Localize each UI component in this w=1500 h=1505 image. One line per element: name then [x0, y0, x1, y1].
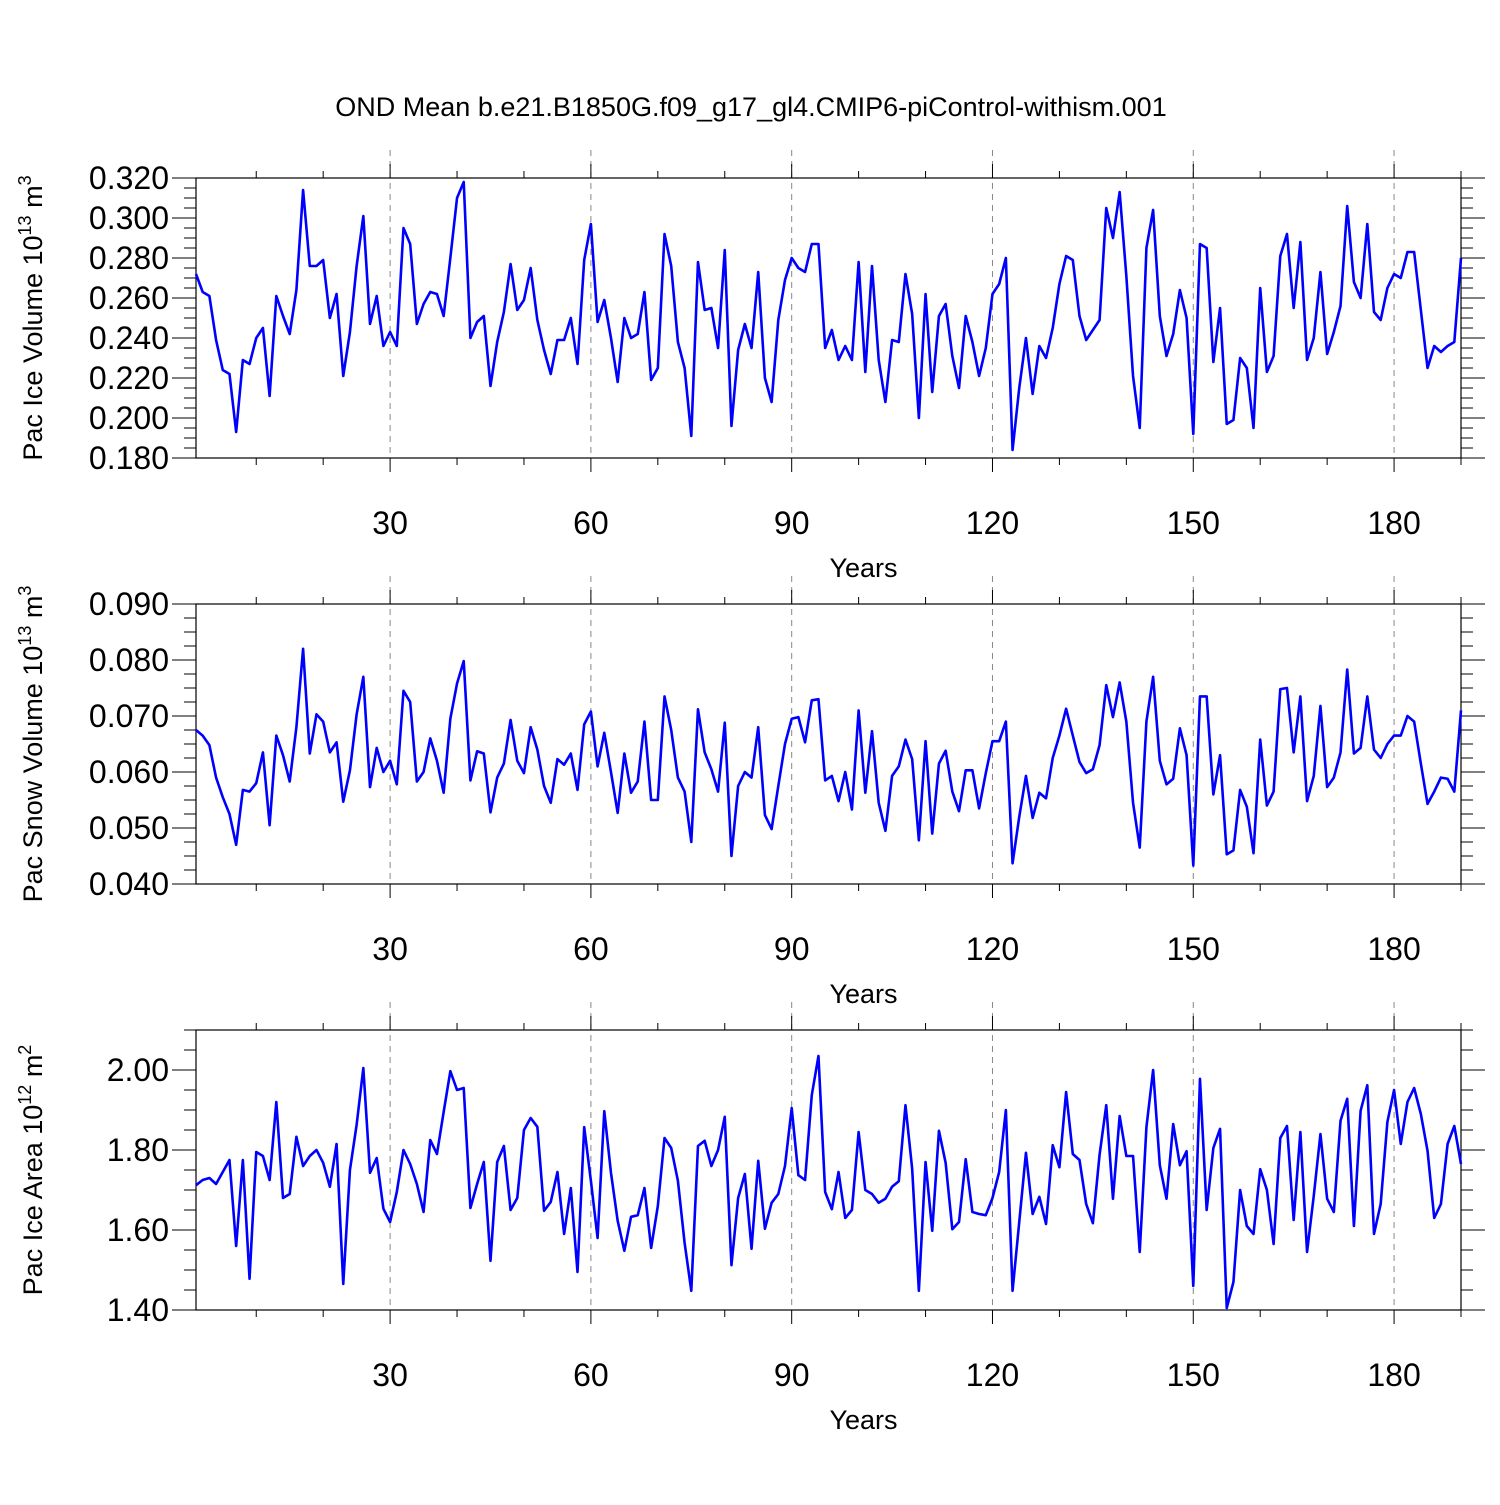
- figure-title: OND Mean b.e21.B1850G.f09_g17_gl4.CMIP6-…: [335, 92, 1166, 122]
- ice-volume-y-axis-label-superscript: 13: [15, 215, 35, 235]
- snow-volume-x-tick-label: 30: [372, 931, 408, 967]
- snow-volume-x-tick-label: 120: [966, 931, 1019, 967]
- ice-volume-y-axis-label-superscript: 3: [15, 175, 35, 185]
- snow-volume-y-axis-label-superscript: 3: [15, 586, 35, 596]
- snow-volume-x-tick-label: 180: [1367, 931, 1420, 967]
- snow-volume-y-axis-label: Pac Snow Volume 1013 m3: [15, 586, 48, 903]
- ice-area-x-tick-label: 150: [1167, 1357, 1220, 1393]
- ice-area-y-tick-label: 1.80: [107, 1132, 169, 1168]
- snow-volume-y-tick-label: 0.090: [89, 586, 169, 622]
- snow-volume-y-axis-label-part: Pac Snow Volume 10: [18, 646, 48, 903]
- ice-volume-panel: 30 60 90 120 150 180 Years 0.180 0.200 0.220 0.240…: [15, 150, 1485, 583]
- ice-area-y-axis-label-superscript: 12: [15, 1085, 35, 1105]
- snow-volume-panel: 30 60 90 120 150 180 Years 0.040 0.050 0.060 0.070…: [15, 576, 1485, 1009]
- ice-volume-y-axis-label-part: Pac Ice Volume 10: [18, 235, 48, 460]
- ice-volume-y-tick-label: 0.300: [89, 200, 169, 236]
- snow-volume-x-axis-label: Years: [829, 979, 897, 1009]
- ice-volume-y-tick-label: 0.200: [89, 400, 169, 436]
- ice-volume-x-tick-label: 150: [1167, 505, 1220, 541]
- ice-area-y-axis-label: Pac Ice Area 1012 m2: [15, 1045, 48, 1296]
- ice-volume-x-axis-label: Years: [829, 553, 897, 583]
- ice-volume-x-tick-label: 120: [966, 505, 1019, 541]
- snow-volume-y-tick-label: 0.050: [89, 810, 169, 846]
- ice-area-y-axis-label-part: Pac Ice Area 10: [18, 1105, 48, 1296]
- ice-area-y-axis-label-superscript: 2: [15, 1045, 35, 1055]
- ice-volume-x-tick-label: 90: [774, 505, 810, 541]
- ice-volume-series-line: [194, 180, 1463, 452]
- ice-area-x-axis-label: Years: [829, 1405, 897, 1435]
- ice-volume-y-axis-label-part: m: [18, 185, 48, 215]
- snow-volume-y-tick-label: 0.080: [89, 642, 169, 678]
- ice-area-series-line: [195, 1054, 1463, 1310]
- ice-area-x-tick-label: 60: [573, 1357, 609, 1393]
- ice-area-x-tick-label: 90: [774, 1357, 810, 1393]
- ice-area-panel: 30 60 90 120 150 180 Years 1.40 1.60 1.80 2.00 Pac …: [15, 1002, 1485, 1435]
- ice-volume-y-tick-label: 0.180: [89, 440, 169, 476]
- ice-area-y-tick-label: 1.60: [107, 1212, 169, 1248]
- ice-volume-y-tick-label: 0.320: [89, 160, 169, 196]
- snow-volume-frame: [195, 603, 1462, 885]
- ice-volume-y-tick-label: 0.240: [89, 320, 169, 356]
- ice-volume-x-tick-label: 30: [372, 505, 408, 541]
- snow-volume-series-line: [195, 647, 1463, 867]
- ice-volume-x-tick-label: 60: [573, 505, 609, 541]
- ice-volume-x-tick-label: 180: [1367, 505, 1420, 541]
- ice-area-frame: [195, 1029, 1462, 1311]
- snow-volume-x-tick-label: 60: [573, 931, 609, 967]
- snow-volume-y-axis-label-superscript: 13: [15, 626, 35, 646]
- snow-volume-x-tick-label: 150: [1167, 931, 1220, 967]
- ice-volume-frame: [195, 177, 1462, 459]
- ice-area-x-tick-label: 120: [966, 1357, 1019, 1393]
- ice-area-x-tick-label: 30: [372, 1357, 408, 1393]
- snow-volume-y-axis-label-part: m: [18, 596, 48, 626]
- ice-area-y-axis-label-part: m: [18, 1055, 48, 1085]
- ice-area-y-tick-label: 2.00: [107, 1052, 169, 1088]
- ice-volume-y-axis-label: Pac Ice Volume 1013 m3: [15, 175, 48, 460]
- snow-volume-x-tick-label: 90: [774, 931, 810, 967]
- ice-volume-y-tick-label: 0.220: [89, 360, 169, 396]
- ice-area-x-tick-label: 180: [1367, 1357, 1420, 1393]
- snow-volume-y-tick-label: 0.060: [89, 754, 169, 790]
- ice-volume-y-tick-label: 0.260: [89, 280, 169, 316]
- ice-volume-y-tick-label: 0.280: [89, 240, 169, 276]
- snow-volume-y-tick-label: 0.070: [89, 698, 169, 734]
- ice-area-y-tick-label: 1.40: [107, 1292, 169, 1328]
- snow-volume-y-tick-label: 0.040: [89, 866, 169, 902]
